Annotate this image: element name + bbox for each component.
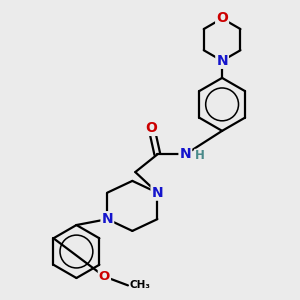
Text: N: N <box>101 212 113 226</box>
Text: N: N <box>179 147 191 161</box>
Text: O: O <box>99 270 110 283</box>
Text: N: N <box>152 186 163 200</box>
Text: N: N <box>216 54 228 68</box>
Text: H: H <box>195 149 205 162</box>
Text: O: O <box>146 121 158 135</box>
Text: CH₃: CH₃ <box>130 280 151 290</box>
Text: O: O <box>216 11 228 26</box>
